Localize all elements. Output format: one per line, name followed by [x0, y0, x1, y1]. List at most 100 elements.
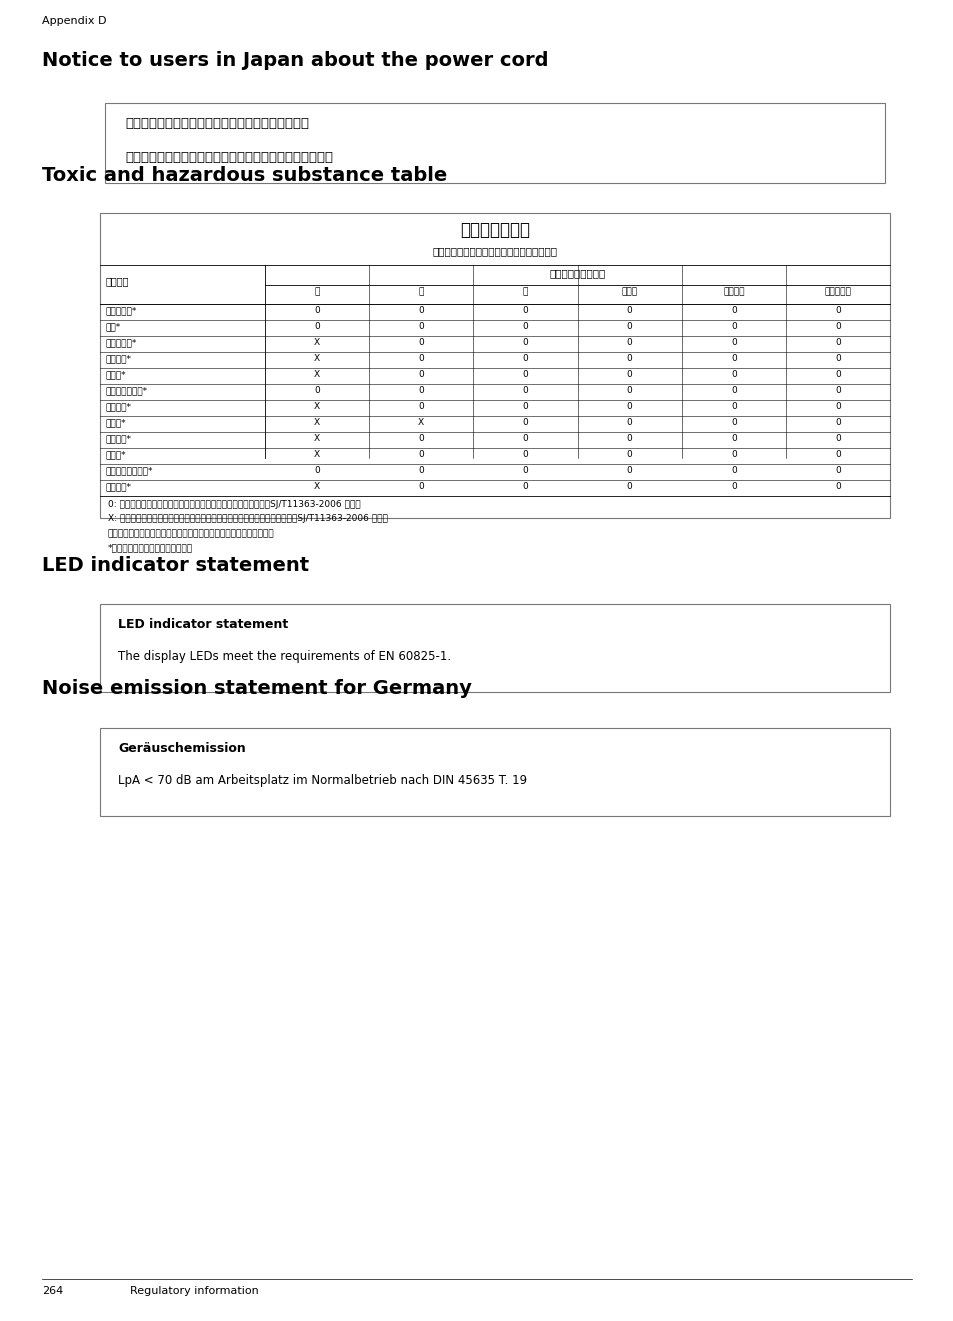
Text: 0: 0	[626, 338, 632, 347]
Text: 外壳和托盘*: 外壳和托盘*	[106, 306, 137, 314]
Text: 同梱された電源コードは、他の製品では使用出来ません。: 同梱された電源コードは、他の製品では使用出来ません。	[125, 151, 333, 164]
Text: The display LEDs meet the requirements of EN 60825-1.: The display LEDs meet the requirements o…	[118, 650, 451, 663]
Text: 0: 0	[834, 450, 840, 458]
Text: 0: 0	[522, 417, 528, 427]
Text: 0: 0	[522, 466, 528, 476]
Text: 0: 0	[522, 322, 528, 332]
Text: Geräuschemission: Geräuschemission	[118, 742, 246, 756]
Text: 钓: 钓	[314, 287, 319, 296]
Text: X: X	[314, 370, 320, 379]
Text: 打印系统*: 打印系统*	[106, 354, 132, 363]
Text: 外部电源*: 外部电源*	[106, 482, 132, 491]
Text: 有毒有害物质和元素: 有毒有害物质和元素	[549, 268, 605, 277]
Text: 显示器*: 显示器*	[106, 370, 127, 379]
Text: 0: 0	[730, 370, 736, 379]
Text: 0: 0	[418, 338, 424, 347]
Text: 0: 0	[834, 417, 840, 427]
Text: 网络配件*: 网络配件*	[106, 435, 132, 443]
FancyBboxPatch shape	[100, 604, 889, 692]
Text: 0: 0	[314, 322, 319, 332]
Text: 0: 0	[730, 386, 736, 395]
Text: 0: 0	[522, 306, 528, 314]
Text: 电线*: 电线*	[106, 322, 121, 332]
Text: 0: 0	[834, 306, 840, 314]
Text: 镉: 镉	[522, 287, 528, 296]
Text: 0: 0	[522, 338, 528, 347]
Text: 0: 0	[626, 402, 632, 411]
Text: 0: 0	[626, 435, 632, 443]
Text: 自动双面打印系统*: 自动双面打印系统*	[106, 466, 153, 476]
Text: 0: 0	[626, 306, 632, 314]
Text: 印刷电路板*: 印刷电路板*	[106, 338, 137, 347]
Text: 0: 0	[418, 370, 424, 379]
Text: Notice to users in Japan about the power cord: Notice to users in Japan about the power…	[42, 52, 548, 70]
Text: 0: 0	[834, 386, 840, 395]
Text: 264: 264	[42, 1287, 63, 1296]
Text: 0: 0	[418, 402, 424, 411]
Text: 0: 0	[626, 417, 632, 427]
Text: 0: 指此部件的所有均一材质中包含的这种有毒有害物质，含量低于SJ/T11363-2006 的限制: 0: 指此部件的所有均一材质中包含的这种有毒有害物质，含量低于SJ/T11363…	[108, 501, 360, 509]
Text: LpA < 70 dB am Arbeitsplatz im Normalbetrieb nach DIN 45635 T. 19: LpA < 70 dB am Arbeitsplatz im Normalbet…	[118, 774, 527, 787]
Text: 0: 0	[314, 466, 319, 476]
Text: 0: 0	[418, 306, 424, 314]
Text: 0: 0	[418, 322, 424, 332]
Text: X: X	[417, 417, 424, 427]
Text: 六价钓: 六价钓	[620, 287, 637, 296]
Text: 0: 0	[626, 322, 632, 332]
Text: 驱动光盘*: 驱动光盘*	[106, 402, 132, 411]
Text: 0: 0	[730, 402, 736, 411]
Text: 製品には、同梱された電源コードをお使い下さい。: 製品には、同梱された電源コードをお使い下さい。	[125, 118, 309, 129]
Text: 有毒有害物质表: 有毒有害物质表	[459, 221, 530, 239]
Text: 汞: 汞	[418, 287, 423, 296]
Text: Regulatory information: Regulatory information	[130, 1287, 258, 1296]
Text: Appendix D: Appendix D	[42, 16, 107, 26]
Text: X: X	[314, 435, 320, 443]
Text: 0: 0	[626, 466, 632, 476]
Text: 0: 0	[730, 306, 736, 314]
Text: X: X	[314, 338, 320, 347]
Text: 0: 0	[834, 338, 840, 347]
Text: 0: 0	[522, 354, 528, 363]
Text: Toxic and hazardous substance table: Toxic and hazardous substance table	[42, 166, 447, 185]
Text: 0: 0	[522, 482, 528, 491]
Text: 0: 0	[834, 322, 840, 332]
Text: X: 指此部件使用的均一材质中至少有一种包含的这种有毒有害物质，含量高于SJ/T11363-2006 的限制: X: 指此部件使用的均一材质中至少有一种包含的这种有毒有害物质，含量高于SJ/T…	[108, 514, 388, 523]
Text: 0: 0	[834, 402, 840, 411]
Text: 0: 0	[418, 450, 424, 458]
Text: 0: 0	[522, 435, 528, 443]
FancyBboxPatch shape	[100, 728, 889, 816]
Text: 多溨联芯醚: 多溨联芯醚	[823, 287, 850, 296]
Text: 0: 0	[626, 354, 632, 363]
FancyBboxPatch shape	[105, 103, 884, 184]
Text: 0: 0	[730, 482, 736, 491]
Text: 零件描述: 零件描述	[106, 276, 130, 287]
Text: 多溨联芯: 多溨联芯	[722, 287, 743, 296]
FancyBboxPatch shape	[100, 213, 889, 518]
Text: X: X	[314, 417, 320, 427]
Text: 0: 0	[626, 370, 632, 379]
Text: 0: 0	[522, 370, 528, 379]
Text: 0: 0	[418, 435, 424, 443]
Text: 0: 0	[834, 482, 840, 491]
Text: 0: 0	[626, 386, 632, 395]
Text: X: X	[314, 402, 320, 411]
Text: Noise emission statement for Germany: Noise emission statement for Germany	[42, 679, 472, 697]
Text: 0: 0	[730, 466, 736, 476]
Text: X: X	[314, 450, 320, 458]
Text: 0: 0	[834, 466, 840, 476]
Text: 0: 0	[418, 466, 424, 476]
Text: 喂墨打印机墨盒*: 喂墨打印机墨盒*	[106, 386, 148, 395]
Text: X: X	[314, 482, 320, 491]
Text: 0: 0	[522, 402, 528, 411]
Text: LED indicator statement: LED indicator statement	[118, 618, 288, 631]
Text: 0: 0	[730, 450, 736, 458]
Text: 0: 0	[730, 417, 736, 427]
Text: 0: 0	[834, 370, 840, 379]
Text: *以上只适用于使用这些部件的产品: *以上只适用于使用这些部件的产品	[108, 543, 193, 552]
Text: 0: 0	[522, 450, 528, 458]
Text: 0: 0	[314, 386, 319, 395]
Text: 0: 0	[314, 306, 319, 314]
Text: X: X	[314, 354, 320, 363]
Text: 0: 0	[834, 435, 840, 443]
Text: 0: 0	[730, 322, 736, 332]
